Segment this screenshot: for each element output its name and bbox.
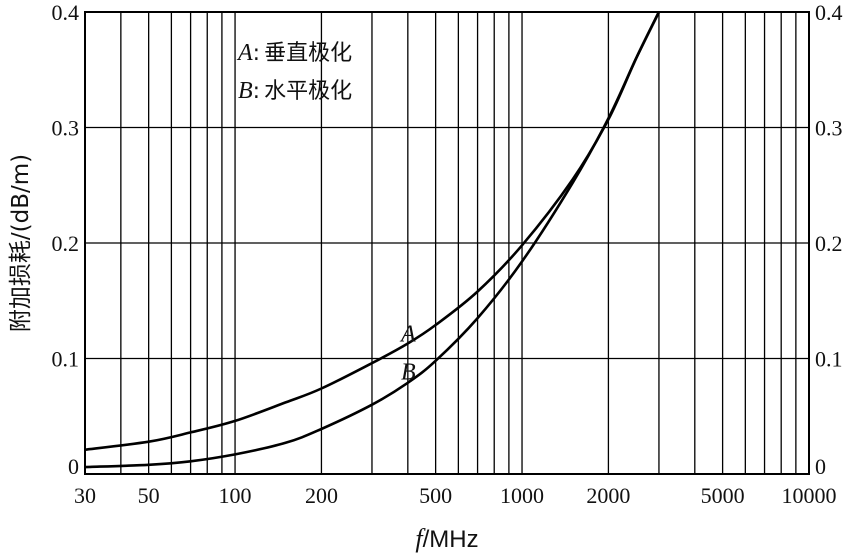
y-tick-label-right: 0.4 bbox=[815, 0, 843, 25]
x-tick-label: 200 bbox=[305, 483, 338, 508]
x-axis-variable: f bbox=[415, 524, 426, 553]
y-axis-ticks: 0 0 0.1 0.1 0.2 0.2 0.3 0.3 0.4 0.4 bbox=[52, 0, 843, 479]
y-tick-label-left: 0.2 bbox=[52, 231, 80, 256]
x-tick-label: 5000 bbox=[701, 483, 745, 508]
y-tick-label-right: 0.2 bbox=[815, 231, 843, 256]
y-tick-label-right: 0.1 bbox=[815, 347, 843, 372]
y-tick-label-left: 0.3 bbox=[52, 116, 80, 141]
x-tick-label: 10000 bbox=[782, 483, 837, 508]
legend-key-b: B bbox=[238, 78, 253, 104]
y-axis-label: 附加损耗/(dB/m) bbox=[8, 154, 34, 332]
legend-entry-a: A: 垂直极化 bbox=[236, 40, 352, 66]
x-tick-label: 50 bbox=[138, 483, 160, 508]
grid bbox=[85, 12, 809, 474]
series bbox=[84, 11, 661, 469]
y-tick-label-left: 0 bbox=[68, 454, 79, 479]
y-tick-label-left: 0.1 bbox=[52, 347, 80, 372]
plot-frame bbox=[84, 11, 810, 475]
y-tick-label-right: 0.3 bbox=[815, 116, 843, 141]
legend-sep-b: : bbox=[253, 79, 260, 104]
y-tick-label-right: 0 bbox=[815, 454, 826, 479]
curve-labels: AB bbox=[399, 322, 416, 386]
series-b-line bbox=[84, 11, 661, 469]
y-tick-label-left: 0.4 bbox=[52, 0, 80, 25]
x-tick-label: 2000 bbox=[586, 483, 630, 508]
series-a-label: A bbox=[399, 322, 416, 348]
x-axis-slash: / bbox=[423, 526, 430, 553]
x-tick-label: 30 bbox=[74, 483, 96, 508]
legend: A: 垂直极化 B: 水平极化 bbox=[236, 40, 352, 104]
x-axis-ticks: 30 50 100 200 500 1000 2000 5000 10000 bbox=[74, 483, 837, 508]
x-axis-unit: MHz bbox=[429, 526, 478, 553]
legend-entry-b: B: 水平极化 bbox=[238, 78, 352, 104]
x-tick-label: 100 bbox=[219, 483, 252, 508]
series-b-label: B bbox=[401, 360, 416, 386]
legend-key-a: A bbox=[236, 40, 253, 66]
legend-sep-a: : bbox=[253, 41, 260, 66]
legend-text-b: 水平极化 bbox=[264, 79, 352, 104]
legend-text-a: 垂直极化 bbox=[264, 41, 352, 66]
x-tick-label: 1000 bbox=[500, 483, 544, 508]
x-tick-label: 500 bbox=[419, 483, 452, 508]
x-axis-label: f/MHz bbox=[415, 524, 478, 553]
